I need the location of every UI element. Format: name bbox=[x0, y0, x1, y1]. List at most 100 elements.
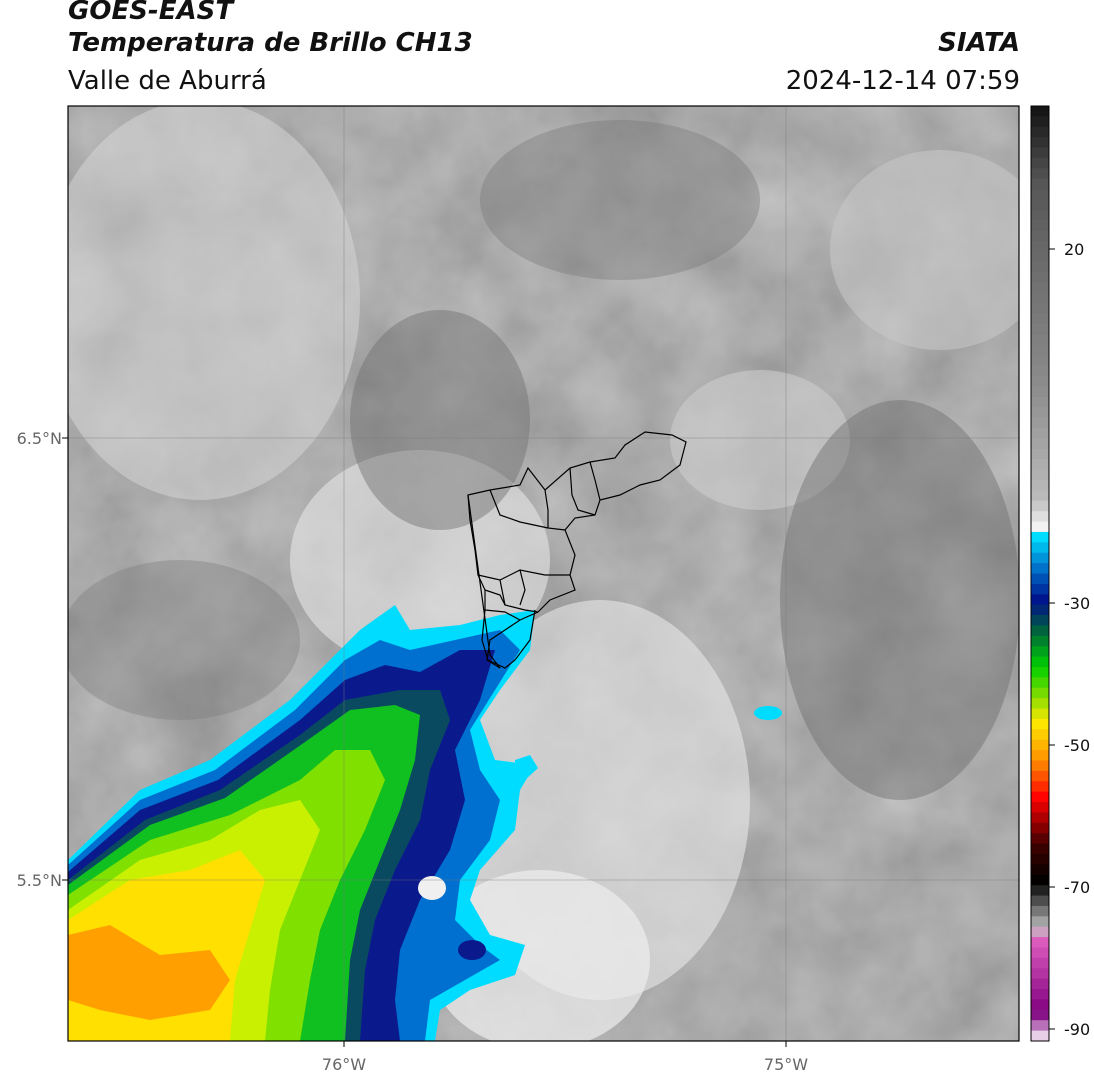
colorbar-block bbox=[1031, 864, 1049, 876]
colorbar-block bbox=[1031, 926, 1049, 938]
product-title: Temperatura de Brillo CH13 bbox=[68, 28, 473, 58]
colorbar-block bbox=[1031, 677, 1049, 689]
colorbar-block bbox=[1031, 947, 1049, 959]
cold-cloud-orange bbox=[68, 925, 230, 1020]
colorbar-block bbox=[1031, 116, 1049, 128]
colorbar-block bbox=[1031, 937, 1049, 948]
colorbar-block bbox=[1031, 106, 1049, 117]
colorbar-block bbox=[1031, 282, 1049, 294]
colorbar-block bbox=[1031, 386, 1049, 398]
colorbar-block bbox=[1031, 625, 1049, 637]
colorbar-block bbox=[1031, 334, 1049, 346]
colorbar-block bbox=[1031, 635, 1049, 647]
colorbar-block bbox=[1031, 241, 1049, 252]
lat-tick-5-5: 5.5°N bbox=[17, 871, 62, 890]
colorbar-block bbox=[1031, 272, 1049, 284]
colorbar-block bbox=[1031, 396, 1049, 408]
colorbar-block bbox=[1031, 157, 1049, 169]
colorbar-block bbox=[1031, 750, 1049, 761]
colorbar-ticks: 20 -30 -50 -70 -90 bbox=[1049, 240, 1090, 1039]
lat-tick-labels: 6.5°N 5.5°N bbox=[17, 429, 68, 890]
colorbar-block bbox=[1031, 521, 1049, 533]
satellite-title: GOES-EAST bbox=[68, 0, 234, 26]
colorbar-block bbox=[1031, 251, 1049, 263]
colorbar-block bbox=[1031, 563, 1049, 574]
colorbar-block bbox=[1031, 417, 1049, 429]
lat-tick-6-5: 6.5°N bbox=[17, 429, 62, 448]
colorbar-block bbox=[1031, 531, 1049, 543]
municipal-boundaries bbox=[467, 431, 687, 669]
colorbar-block bbox=[1031, 209, 1049, 221]
colorbar-tick-neg50: -50 bbox=[1064, 736, 1090, 755]
colorbar-block bbox=[1031, 718, 1049, 730]
colorbar-block bbox=[1031, 833, 1049, 845]
colorbar-block bbox=[1031, 542, 1049, 554]
datetime-label: 2024-12-14 07:59 bbox=[785, 66, 1020, 96]
agency-label: SIATA bbox=[938, 28, 1020, 58]
colorbar-block bbox=[1031, 313, 1049, 325]
colorbar-block bbox=[1031, 355, 1049, 367]
lon-tick-76: 76°W bbox=[322, 1055, 366, 1074]
colorbar-block bbox=[1031, 957, 1049, 969]
colorbar-block bbox=[1031, 843, 1049, 855]
colorbar-tick-neg70: -70 bbox=[1064, 878, 1090, 897]
colorbar-block bbox=[1031, 438, 1049, 450]
colorbar-block bbox=[1031, 687, 1049, 699]
colorbar-block bbox=[1031, 667, 1049, 678]
colorbar-block bbox=[1031, 698, 1049, 710]
colorbar-block bbox=[1031, 137, 1049, 149]
colorbar-block bbox=[1031, 261, 1049, 273]
colorbar-block bbox=[1031, 594, 1049, 606]
colorbar-block bbox=[1031, 739, 1049, 751]
colorbar-block bbox=[1031, 376, 1049, 387]
colorbar-block bbox=[1031, 293, 1049, 304]
colorbar-block bbox=[1031, 978, 1049, 990]
colorbar-block bbox=[1031, 791, 1049, 803]
colorbar-block bbox=[1031, 781, 1049, 793]
map-frame bbox=[67, 105, 1020, 1042]
colorbar-block bbox=[1031, 220, 1049, 232]
colorbar-block bbox=[1031, 469, 1049, 481]
colorbar-block bbox=[1031, 511, 1049, 523]
region-title: Valle de Aburrá bbox=[68, 66, 267, 96]
colorbar-block bbox=[1031, 583, 1049, 595]
colorbar-block bbox=[1031, 874, 1049, 886]
colorbar-block bbox=[1031, 656, 1049, 668]
colorbar-block bbox=[1031, 895, 1049, 907]
colorbar-block bbox=[1031, 344, 1049, 356]
colorbar-block bbox=[1031, 573, 1049, 585]
colorbar-block bbox=[1031, 885, 1049, 897]
colorbar-block bbox=[1031, 490, 1049, 502]
colorbar-block bbox=[1031, 968, 1049, 980]
colorbar-block bbox=[1031, 1020, 1049, 1032]
colorbar-block bbox=[1031, 615, 1049, 626]
colorbar-block bbox=[1031, 324, 1049, 336]
colorbar-block bbox=[1031, 989, 1049, 1000]
colorbar-block bbox=[1031, 822, 1049, 834]
colorbar-block bbox=[1031, 646, 1049, 658]
colorbar-block bbox=[1031, 448, 1049, 460]
colorbar-block bbox=[1031, 1030, 1049, 1042]
colorbar-block bbox=[1031, 999, 1049, 1011]
colorbar-block bbox=[1031, 500, 1049, 512]
colorbar-block bbox=[1031, 729, 1049, 741]
colorbar-block bbox=[1031, 407, 1049, 419]
colorbar-block bbox=[1031, 365, 1049, 377]
colorbar-block bbox=[1031, 708, 1049, 720]
colorbar-block bbox=[1031, 147, 1049, 159]
colorbar-block bbox=[1031, 428, 1049, 439]
colorbar-block bbox=[1031, 916, 1049, 928]
colorbar-block bbox=[1031, 854, 1049, 865]
colorbar-block bbox=[1031, 189, 1049, 200]
colorbar-block bbox=[1031, 459, 1049, 471]
colorbar-tick-20: 20 bbox=[1064, 240, 1084, 259]
colorbar-block bbox=[1031, 126, 1049, 138]
colorbar-block bbox=[1031, 552, 1049, 564]
colorbar-block bbox=[1031, 770, 1049, 782]
colorbar-block bbox=[1031, 802, 1049, 813]
colorbar-block bbox=[1031, 812, 1049, 824]
lon-tick-75: 75°W bbox=[764, 1055, 808, 1074]
colorbar-block bbox=[1031, 178, 1049, 190]
colorbar-block bbox=[1031, 480, 1049, 491]
colorbar-block bbox=[1031, 604, 1049, 616]
